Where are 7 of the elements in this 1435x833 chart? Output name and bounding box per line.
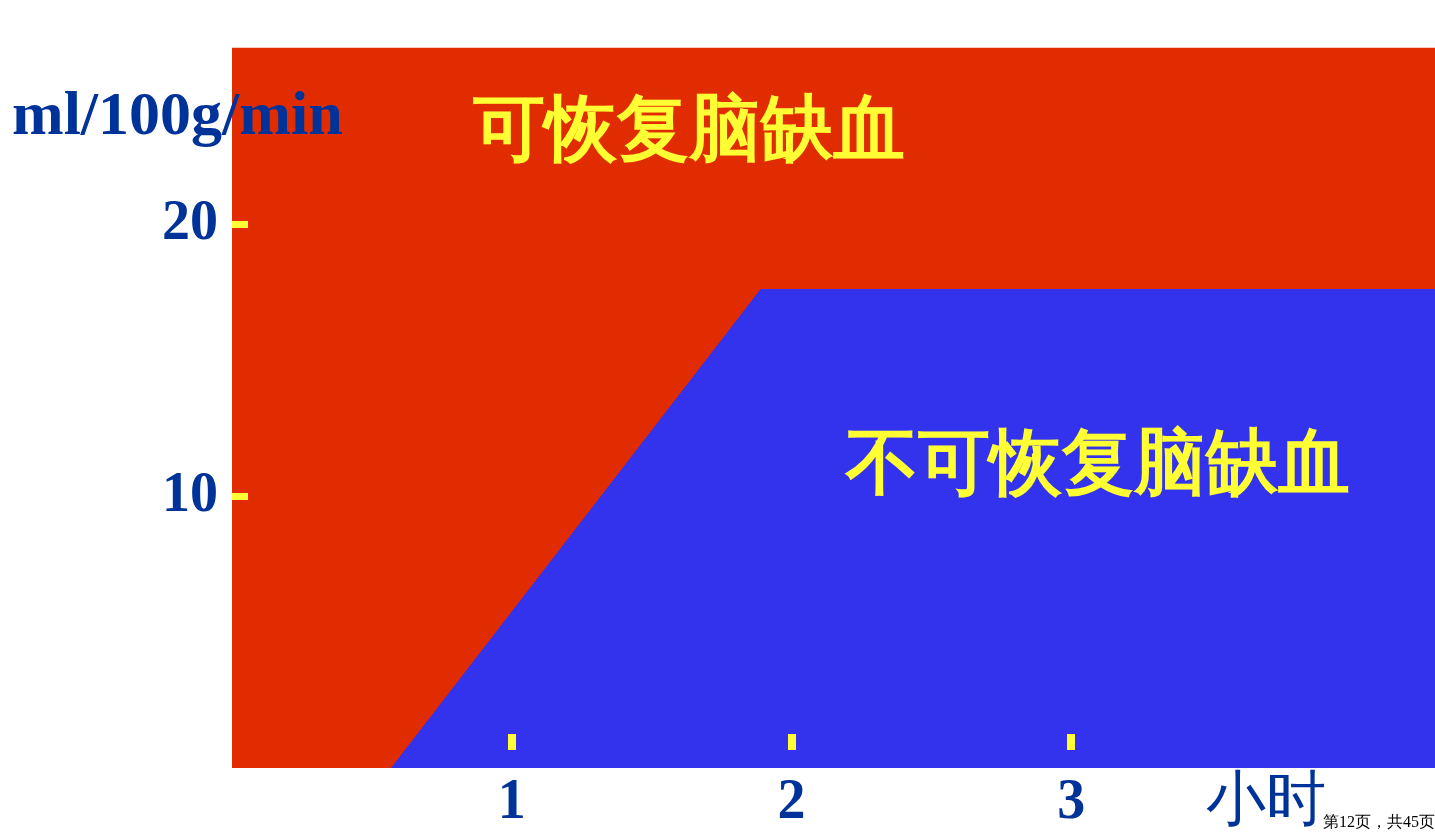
y-tick-label: 20: [162, 188, 218, 251]
x-tick-label: 1: [497, 768, 526, 831]
band-label: 可恢复脑缺血: [472, 85, 906, 170]
y-tick-label: 10: [162, 460, 218, 523]
x-tick-label: 3: [1057, 768, 1086, 831]
series-label: 不可恢复脑缺血: [843, 420, 1350, 505]
x-tick-label: 2: [777, 768, 806, 831]
